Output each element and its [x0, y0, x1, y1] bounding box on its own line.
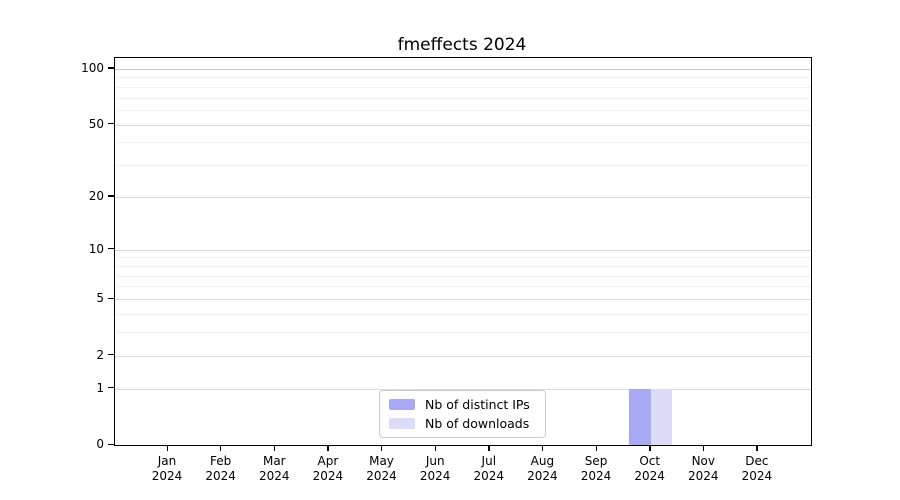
grid-line-major — [115, 355, 811, 357]
x-tick-mark — [756, 445, 758, 451]
x-tick-label: Jan 2024 — [135, 454, 199, 484]
y-tick-mark — [108, 248, 114, 250]
grid-line-minor — [115, 275, 811, 277]
y-tick-mark — [108, 297, 114, 299]
y-tick-mark — [108, 67, 114, 69]
grid-line-minor — [115, 165, 811, 167]
legend-item: Nb of distinct IPs — [389, 397, 536, 412]
x-tick-label: May 2024 — [350, 454, 414, 484]
x-tick-year: 2024 — [688, 469, 719, 483]
y-tick-label: 1 — [96, 380, 104, 395]
legend-item: Nb of downloads — [389, 416, 536, 431]
bar-nb-of-distinct-ips — [629, 388, 651, 445]
x-tick-label: Jul 2024 — [457, 454, 521, 484]
grid-line-minor — [115, 86, 811, 88]
grid-line-minor — [115, 110, 811, 111]
x-tick-month: Aug — [530, 454, 555, 468]
x-tick-mark — [541, 445, 544, 451]
x-tick-year: 2024 — [366, 469, 397, 483]
grid-line-major — [115, 388, 811, 390]
legend-label: Nb of downloads — [425, 416, 530, 431]
x-tick-label: Dec 2024 — [725, 454, 789, 484]
x-tick-year: 2024 — [527, 469, 558, 483]
y-tick-label: 10 — [88, 241, 104, 256]
bar-nb-of-downloads — [650, 388, 673, 445]
y-tick-mark — [108, 354, 114, 356]
chart-title: fmeffects 2024 — [397, 35, 527, 55]
x-tick-mark — [702, 445, 705, 451]
plot-area: Nb of distinct IPs Nb of downloads — [114, 57, 812, 446]
y-tick-label: 100 — [81, 60, 104, 75]
x-tick-mark — [488, 445, 490, 451]
grid-line-minor — [115, 142, 811, 144]
grid-line-minor — [115, 77, 811, 79]
x-tick-month: Jun — [425, 454, 445, 468]
x-tick-year: 2024 — [151, 469, 183, 483]
grid-line-major — [115, 299, 811, 300]
y-tick-label: 50 — [88, 116, 104, 131]
legend-swatch-nb-of-distinct-ips — [389, 399, 415, 410]
x-tick-mark — [595, 445, 597, 451]
x-tick-year: 2024 — [473, 469, 505, 483]
grid-line-major — [115, 196, 811, 198]
x-tick-mark — [649, 445, 651, 451]
x-tick-year: 2024 — [741, 469, 773, 483]
x-tick-mark — [327, 445, 329, 451]
x-tick-month: Dec — [745, 454, 769, 468]
x-tick-month: Feb — [209, 454, 232, 468]
x-tick-year: 2024 — [312, 469, 344, 483]
y-tick-label: 2 — [96, 347, 104, 362]
x-tick-label: Apr 2024 — [296, 454, 360, 484]
x-tick-mark — [434, 445, 437, 451]
x-tick-label: Sep 2024 — [564, 454, 628, 484]
grid-line-major — [115, 124, 811, 126]
x-tick-label: Feb 2024 — [189, 454, 253, 484]
x-tick-month: Nov — [691, 454, 715, 468]
y-tick-label: 5 — [96, 291, 104, 305]
x-tick-month: Apr — [317, 454, 339, 468]
y-tick-mark — [108, 387, 114, 389]
grid-line-major — [115, 249, 811, 251]
x-tick-month: Oct — [639, 454, 661, 468]
grid-line-minor — [115, 286, 811, 288]
x-tick-month: Sep — [584, 454, 608, 468]
grid-line-minor — [115, 265, 811, 267]
x-tick-month: Jul — [481, 454, 497, 468]
x-tick-month: May — [369, 454, 394, 468]
x-tick-year: 2024 — [419, 469, 451, 483]
x-tick-label: Oct 2024 — [618, 454, 682, 484]
x-tick-label: Nov 2024 — [671, 454, 735, 484]
grid-line-minor — [115, 332, 811, 333]
x-tick-mark — [220, 445, 222, 451]
x-tick-year: 2024 — [580, 469, 612, 483]
x-tick-mark — [166, 445, 168, 451]
y-tick-mark — [108, 443, 114, 445]
x-tick-label: Mar 2024 — [242, 454, 306, 484]
x-tick-month: Jan — [157, 454, 177, 468]
x-tick-month: Mar — [262, 454, 286, 468]
grid-line-minor — [115, 97, 811, 99]
legend-swatch-nb-of-downloads — [389, 418, 415, 429]
x-tick-year: 2024 — [205, 469, 236, 483]
legend: Nb of distinct IPs Nb of downloads — [379, 390, 546, 438]
y-tick-label: 20 — [88, 188, 104, 203]
y-tick-mark — [108, 123, 114, 125]
y-tick-mark — [108, 195, 114, 197]
x-tick-label: Jun 2024 — [403, 454, 467, 484]
grid-line-major — [115, 68, 811, 70]
grid-line-minor — [115, 313, 811, 315]
x-tick-year: 2024 — [634, 469, 665, 483]
y-tick-label: 0 — [96, 437, 104, 451]
legend-label: Nb of distinct IPs — [425, 397, 530, 412]
x-tick-label: Aug 2024 — [510, 454, 574, 484]
grid-line-minor — [115, 257, 811, 259]
x-tick-year: 2024 — [259, 469, 290, 483]
x-tick-mark — [381, 445, 383, 451]
x-tick-mark — [273, 445, 276, 451]
